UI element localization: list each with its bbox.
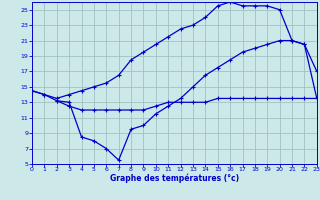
- X-axis label: Graphe des températures (°c): Graphe des températures (°c): [110, 174, 239, 183]
